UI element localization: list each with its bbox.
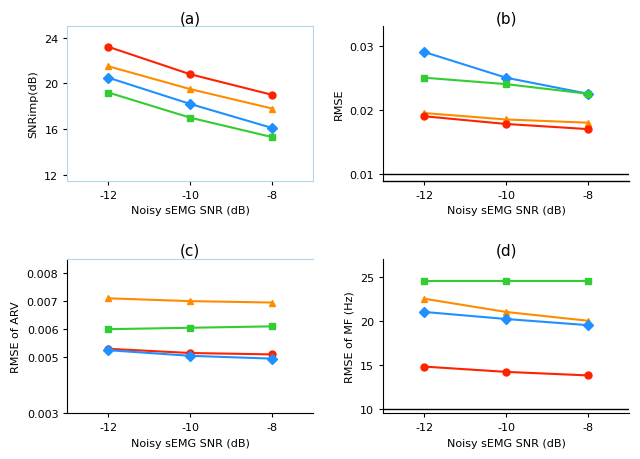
X-axis label: Noisy sEMG SNR (dB): Noisy sEMG SNR (dB) [131,206,250,216]
Y-axis label: SNRimp(dB): SNRimp(dB) [29,70,38,138]
Title: (d): (d) [495,243,517,258]
X-axis label: Noisy sEMG SNR (dB): Noisy sEMG SNR (dB) [447,206,566,216]
Title: (b): (b) [495,11,517,26]
Y-axis label: RMSE of MF (Hz): RMSE of MF (Hz) [344,291,355,382]
X-axis label: Noisy sEMG SNR (dB): Noisy sEMG SNR (dB) [131,438,250,448]
Title: (a): (a) [180,11,201,26]
Y-axis label: RMSE: RMSE [334,89,344,120]
Y-axis label: RMSE of ARV: RMSE of ARV [11,301,21,372]
Title: (c): (c) [180,243,200,258]
X-axis label: Noisy sEMG SNR (dB): Noisy sEMG SNR (dB) [447,438,566,448]
